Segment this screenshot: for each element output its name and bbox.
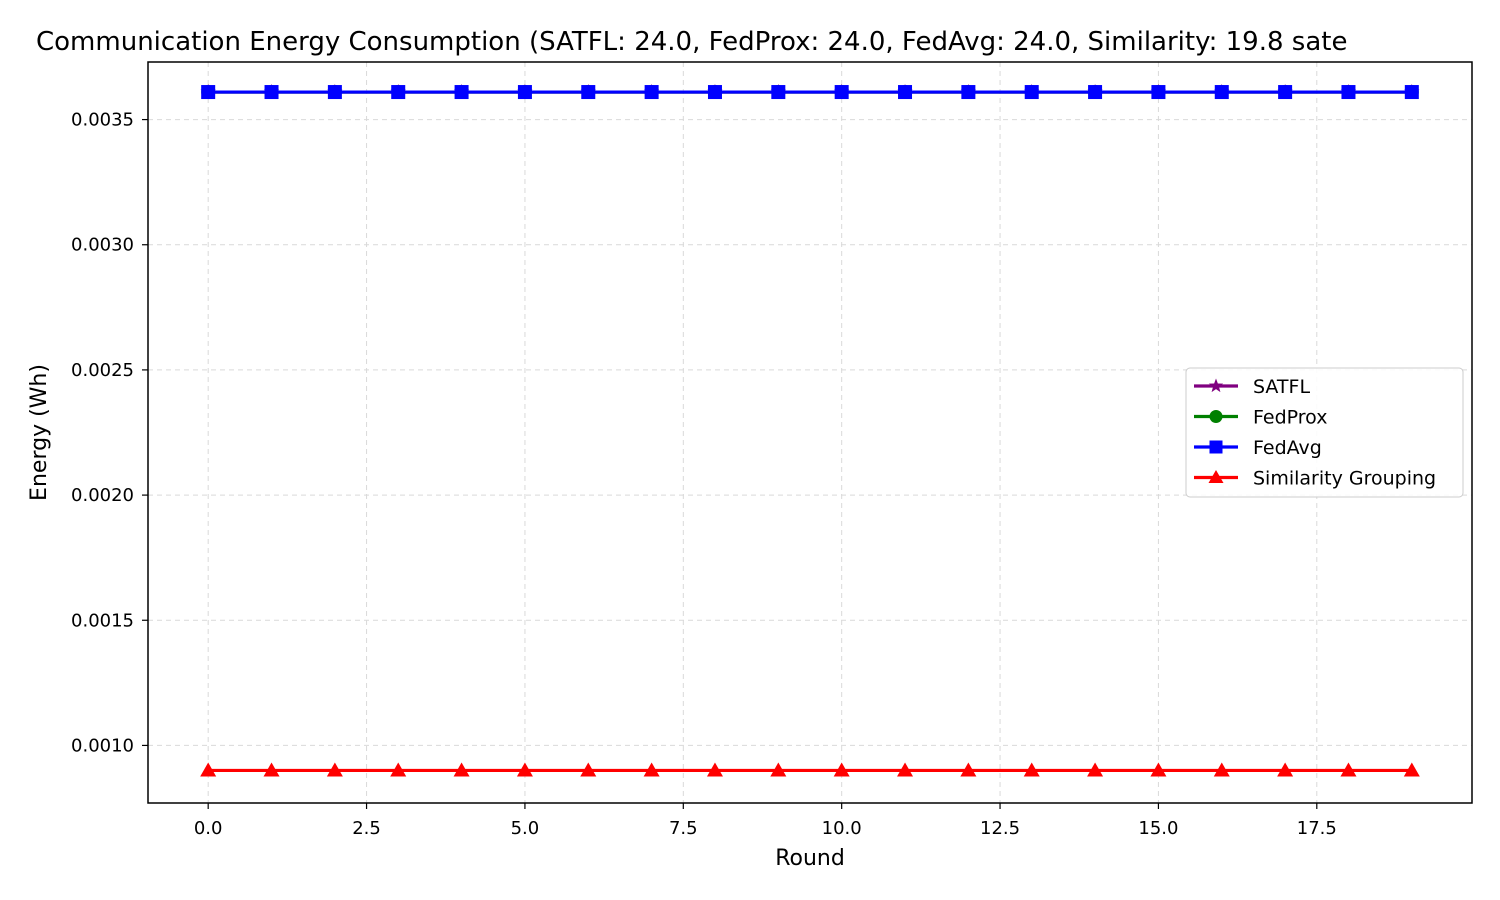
y-tick-label: 0.0010 <box>71 735 134 756</box>
legend-marker-fedprox <box>1209 410 1223 423</box>
data-point-similarity-grouping <box>516 762 533 777</box>
data-point-similarity-grouping <box>833 762 850 777</box>
data-point-similarity-grouping <box>706 762 723 777</box>
data-point-fedavg <box>644 85 659 100</box>
data-point-similarity-grouping <box>770 762 787 777</box>
y-tick-label: 0.0030 <box>71 235 134 256</box>
series-layer <box>200 84 1420 777</box>
data-point-fedavg <box>707 85 722 100</box>
data-point-fedavg <box>1404 85 1419 100</box>
y-axis-ticks: 0.0010 0.0015 0.0020 0.0025 0.0030 0.0035 <box>71 110 148 756</box>
x-tick-label: 0.0 <box>194 818 223 839</box>
data-point-fedavg <box>1341 85 1356 100</box>
legend-label-satfl: SATFL <box>1253 376 1310 398</box>
data-point-fedavg <box>517 85 532 100</box>
data-point-similarity-grouping <box>200 762 217 777</box>
data-point-similarity-grouping <box>1340 762 1357 777</box>
y-tick-label: 0.0035 <box>71 110 134 131</box>
data-point-fedavg <box>454 85 469 100</box>
x-axis-ticks: 0.0 2.5 5.0 7.5 10.0 12.5 15.0 17.5 <box>194 803 1337 839</box>
y-tick-label: 0.0015 <box>71 610 134 631</box>
data-point-similarity-grouping <box>897 762 914 777</box>
data-point-fedavg <box>771 85 786 100</box>
legend-marker-satfl <box>1208 378 1224 393</box>
data-point-similarity-grouping <box>263 762 280 777</box>
data-point-fedavg <box>1278 85 1293 100</box>
series-fedavg <box>201 85 1419 100</box>
legend-box <box>1185 367 1464 498</box>
chart-title: Communication Energy Consumption (SATFL:… <box>36 27 1347 57</box>
data-point-similarity-grouping <box>580 762 597 777</box>
data-point-similarity-grouping <box>390 762 407 777</box>
data-point-fedavg <box>834 85 849 100</box>
data-point-similarity-grouping <box>1403 762 1420 777</box>
data-point-fedavg <box>1214 85 1229 100</box>
x-tick-label: 2.5 <box>352 818 381 839</box>
legend-label-similarity-grouping: Similarity Grouping <box>1253 468 1436 490</box>
data-point-similarity-grouping <box>1150 762 1167 777</box>
data-point-similarity-grouping <box>960 762 977 777</box>
data-point-fedavg <box>581 85 596 100</box>
data-point-fedavg <box>961 85 976 100</box>
data-point-similarity-grouping <box>453 762 470 777</box>
x-tick-label: 15.0 <box>1138 818 1178 839</box>
x-tick-label: 17.5 <box>1297 818 1337 839</box>
data-point-fedavg <box>201 85 216 100</box>
legend-marker-fedavg <box>1209 440 1223 454</box>
data-point-similarity-grouping <box>1023 762 1040 777</box>
x-tick-label: 10.0 <box>822 818 862 839</box>
data-point-fedavg <box>1024 85 1039 100</box>
data-point-fedavg <box>1088 85 1103 100</box>
legend-label-fedprox: FedProx <box>1253 407 1327 429</box>
y-tick-label: 0.0020 <box>71 485 134 506</box>
plot-area-frame <box>147 61 1473 804</box>
y-tick-label: 0.0025 <box>71 360 134 381</box>
y-axis-label: Energy (Wh) <box>27 364 52 501</box>
data-point-similarity-grouping <box>1087 762 1104 777</box>
data-point-similarity-grouping <box>1213 762 1230 777</box>
x-tick-label: 5.0 <box>511 818 540 839</box>
legend-label-fedavg: FedAvg <box>1253 437 1322 459</box>
data-point-fedavg <box>1151 85 1166 100</box>
series-similarity-grouping <box>200 762 1420 777</box>
data-point-fedavg <box>327 85 342 100</box>
data-point-similarity-grouping <box>1277 762 1294 777</box>
x-tick-label: 7.5 <box>669 818 698 839</box>
data-point-similarity-grouping <box>326 762 343 777</box>
data-point-similarity-grouping <box>643 762 660 777</box>
legend: SATFL FedProx FedAvg Similarity Grouping <box>1185 367 1464 498</box>
legend-marker-similarity-grouping <box>1208 470 1224 483</box>
x-tick-label: 12.5 <box>980 818 1020 839</box>
x-axis-label: Round <box>775 846 845 871</box>
data-point-fedavg <box>898 85 913 100</box>
data-point-fedavg <box>264 85 279 100</box>
data-point-fedavg <box>391 85 406 100</box>
